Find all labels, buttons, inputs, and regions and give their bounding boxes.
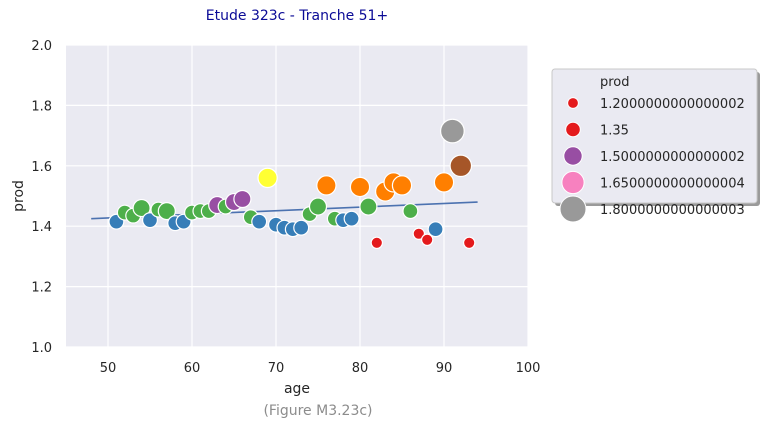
data-point (440, 118, 465, 144)
legend-entry-label: 1.35 (600, 124, 629, 139)
data-point (449, 154, 473, 178)
legend-entry-label: 1.2000000000000002 (600, 97, 745, 112)
x-tick-label: 90 (436, 361, 453, 376)
y-tick-label: 2.0 (31, 39, 52, 54)
y-tick-label: 1.2 (31, 281, 52, 296)
data-point (251, 213, 268, 230)
y-tick-labels: 1.0 1.2 1.4 1.6 1.8 2.0 (31, 39, 52, 356)
x-tick-labels: 50 60 70 80 90 100 (100, 361, 541, 376)
data-point (349, 176, 371, 198)
legend-marker (561, 170, 585, 195)
data-point (293, 219, 310, 236)
x-tick-label: 100 (516, 361, 541, 376)
data-point (370, 236, 384, 250)
x-tick-label: 80 (352, 361, 369, 376)
legend-marker (567, 97, 579, 109)
data-point (142, 212, 159, 229)
data-point (257, 167, 278, 189)
legend-title: prod (600, 75, 630, 90)
chart-title: Etude 323c - Tranche 51+ (205, 8, 389, 24)
data-point (433, 172, 455, 193)
x-tick-label: 50 (100, 361, 117, 376)
y-axis-label: prod (11, 180, 27, 212)
data-point (462, 236, 476, 250)
data-point (391, 175, 413, 196)
legend-entry-label: 1.5000000000000002 (600, 150, 745, 165)
data-point (157, 202, 176, 221)
data-point (316, 175, 337, 196)
plot-area (66, 45, 528, 347)
data-point (402, 203, 419, 220)
legend-marker (565, 121, 581, 138)
data-point (308, 197, 328, 216)
legend-marker (563, 146, 583, 166)
y-tick-label: 1.0 (31, 341, 52, 356)
data-point (233, 189, 252, 209)
x-tick-label: 70 (268, 361, 285, 376)
data-point (359, 197, 378, 216)
x-axis-label: age (284, 381, 310, 397)
y-tick-label: 1.6 (31, 160, 52, 175)
figure-caption: (Figure M3.23c) (263, 403, 373, 419)
legend-entry-label: 1.6500000000000004 (600, 177, 745, 192)
y-tick-label: 1.8 (31, 99, 52, 114)
legend-marker (559, 195, 587, 223)
data-point (420, 233, 434, 247)
legend: prod 1.2000000000000002 1.35 1.50000000000… (551, 68, 760, 223)
data-point (132, 198, 151, 218)
y-tick-label: 1.4 (31, 220, 52, 235)
x-tick-label: 60 (184, 361, 201, 376)
legend-entry-label: 1.8000000000000003 (600, 203, 745, 218)
data-point (427, 221, 444, 238)
legend-box (551, 68, 758, 204)
data-point (412, 227, 426, 240)
data-point (343, 210, 360, 227)
data-points (108, 118, 476, 250)
